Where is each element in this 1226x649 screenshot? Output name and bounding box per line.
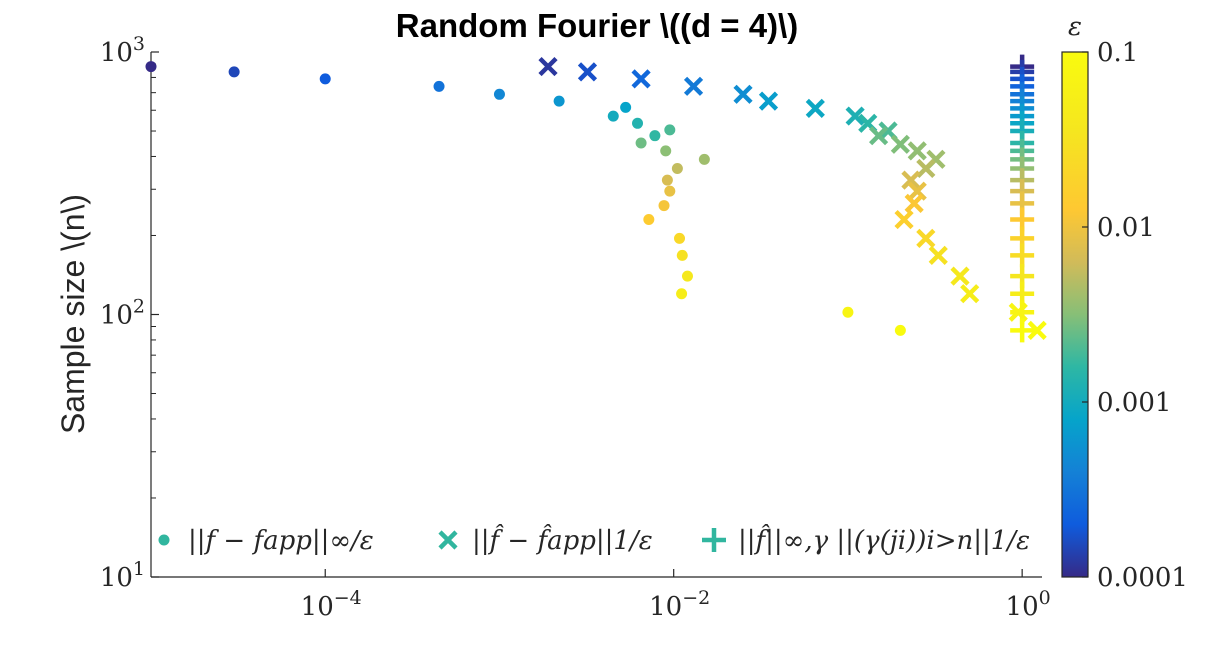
coefficient-error-x-point — [890, 134, 910, 154]
bound-plus-point — [1010, 318, 1035, 343]
coefficient-error-x-point — [1027, 320, 1047, 340]
coefficient-error-x-point — [904, 193, 924, 213]
axis-ticks: 10−4 10−2 100 101 102 103 — [100, 33, 1051, 622]
error-dot-point — [553, 95, 565, 107]
coefficient-error-x-point — [950, 266, 970, 286]
colorbar-tick-label: 0.01 — [1097, 213, 1155, 243]
legend-entry-plus: ||f̂||∞,γ ||(γ(ji))i>n||1/ε — [738, 524, 1030, 556]
coefficient-error-x-point — [733, 84, 753, 104]
chart-title: Random Fourier \((d = 4)\) — [396, 7, 798, 44]
error-dot-point — [228, 66, 240, 78]
error-dot-point — [661, 174, 673, 186]
colorbar-tick-label: 0.001 — [1097, 388, 1171, 418]
error-dot-point — [620, 101, 632, 113]
colorbar-label: ε — [1068, 12, 1082, 42]
coefficient-error-x-point — [928, 245, 948, 265]
error-dot-point — [145, 61, 157, 73]
y-tick-label: 103 — [100, 33, 145, 68]
coefficient-error-x-point — [916, 158, 936, 179]
error-dot-point — [660, 145, 672, 157]
legend-marker-plus — [702, 528, 726, 552]
legend-entry-x: ||f̂ − f̂app||1/ε — [472, 524, 653, 556]
coefficient-error-x-point — [758, 91, 779, 111]
y-axis-label: Sample size \(n\) — [55, 194, 91, 434]
colorbar-tick-label: 0.1 — [1097, 38, 1138, 68]
legend-marker-x — [438, 530, 458, 550]
y-tick-label: 102 — [100, 296, 145, 331]
error-dot-point — [632, 117, 644, 129]
error-dot-point — [607, 110, 619, 122]
bound-plus-point — [1010, 243, 1035, 268]
error-dot-point — [842, 306, 854, 318]
error-dot-point — [674, 232, 686, 244]
error-dot-point — [676, 288, 688, 300]
error-dot-point — [643, 214, 655, 226]
plot-axes — [150, 52, 1042, 578]
colorbar-tick-label: 0.0001 — [1097, 563, 1188, 593]
coefficient-error-x-point — [869, 126, 889, 146]
x-tick-label: 100 — [1006, 587, 1051, 622]
y-tick-label: 101 — [100, 558, 145, 593]
coefficient-error-x-point — [683, 76, 704, 96]
error-dot-point — [493, 88, 505, 100]
coefficient-error-x-point — [538, 56, 558, 77]
coefficient-error-x-point — [907, 141, 927, 161]
data-marks — [145, 54, 1047, 343]
error-dot-point — [319, 73, 331, 85]
error-dot-point — [894, 324, 906, 336]
error-dot-point — [676, 249, 688, 261]
error-dot-point — [698, 153, 710, 165]
coefficient-error-x-point — [894, 209, 914, 230]
x-tick-label: 10−2 — [649, 587, 710, 622]
error-dot-point — [433, 80, 445, 92]
coefficient-error-x-point — [577, 62, 598, 82]
coefficient-error-x-point — [631, 69, 651, 89]
legend: ||f − fapp||∞/ε ||f̂ − f̂app||1/ε ||f̂||∞,… — [158, 524, 1030, 556]
colorbar: ε 0.1 0.01 0.001 0.0001 — [1061, 12, 1188, 593]
error-dot-point — [635, 137, 647, 149]
coefficient-error-x-point — [805, 98, 825, 118]
error-dot-point — [664, 185, 676, 197]
legend-marker-dot — [158, 534, 170, 546]
error-dot-point — [681, 270, 693, 282]
coefficient-error-x-point — [845, 106, 865, 126]
error-dot-point — [664, 124, 676, 136]
colorbar-gradient — [1061, 51, 1089, 578]
error-dot-point — [649, 130, 661, 142]
legend-entry-dot: ||f − fapp||∞/ε — [188, 526, 374, 556]
x-tick-label: 10−4 — [301, 587, 362, 622]
coefficient-error-x-point — [901, 170, 921, 190]
error-dot-point — [658, 200, 670, 212]
error-dot-point — [671, 162, 683, 174]
coefficient-error-x-point — [960, 284, 980, 304]
coefficient-error-x-point — [916, 228, 936, 248]
